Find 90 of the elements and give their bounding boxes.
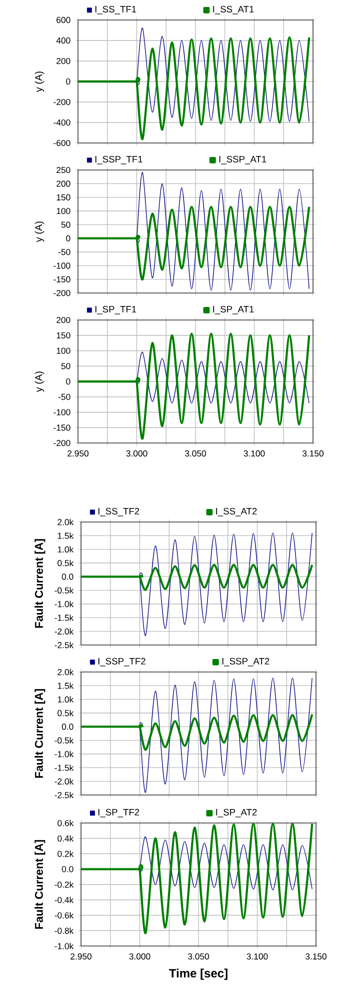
line-series <box>78 332 310 440</box>
y-tick-label: 400 <box>56 37 70 44</box>
legend-label: I_SP_AT2 <box>216 808 257 818</box>
y-tick-label: -2.0k <box>54 778 74 785</box>
y-tick-label: 0 <box>66 78 70 85</box>
y-tick-label: -200 <box>54 98 70 106</box>
y-tick-label: 250 <box>56 166 70 174</box>
y-tick-label: -2.5k <box>54 642 74 648</box>
y-tick-label: -1.0k <box>54 600 74 608</box>
x-tick-label: 3.050 <box>184 450 206 457</box>
y-tick-label: 100 <box>56 348 70 354</box>
y-tick-label: 600 <box>56 16 70 24</box>
y-tick-label: -0.6k <box>54 912 74 918</box>
legend-label: I_SP_TF2 <box>98 808 140 818</box>
y-axis-title: y (A) <box>34 222 44 242</box>
y-tick-label: -1.5k <box>54 764 74 771</box>
x-tick-label: 3.000 <box>129 953 150 960</box>
y-tick-label: 200 <box>56 316 70 324</box>
y-axis-title: Fault Current [A] <box>34 689 46 778</box>
y-tick-label: 0.0 <box>62 574 74 580</box>
y-tick-label: 0.2k <box>58 850 74 857</box>
y-tick-label: 1.5k <box>58 682 74 689</box>
legend-label: I_SSP_TF1 <box>95 156 142 164</box>
legend-label: I_SS_AT1 <box>213 6 254 14</box>
y-tick-label: -100 <box>54 409 70 416</box>
y-tick-label: -50 <box>58 248 70 256</box>
y-tick-label: 200 <box>56 180 70 187</box>
y-tick-label: 1.0k <box>58 696 74 703</box>
line-series <box>81 713 314 751</box>
y-tick-label: 2.0k <box>58 518 74 526</box>
y-tick-label: -50 <box>58 394 70 400</box>
y-tick-label: -2.0k <box>54 628 74 635</box>
y-tick-label: -0.8k <box>54 927 74 934</box>
x-tick-label: 3.150 <box>305 953 326 960</box>
y-tick-label: 150 <box>56 194 70 200</box>
legend-label: I_SSP_AT1 <box>219 156 266 164</box>
line-series <box>78 206 310 280</box>
y-tick-label: 2.0k <box>58 668 74 676</box>
x-axis-title: Time [sec] <box>169 968 228 980</box>
legend-label: I_SS_AT2 <box>216 508 257 516</box>
x-tick-label: 3.150 <box>302 450 324 457</box>
legend-label: I_SS_TF1 <box>95 6 136 14</box>
y-tick-label: 0.5k <box>58 710 74 716</box>
y-tick-label: -200 <box>54 290 70 296</box>
legend-label: I_SP_AT1 <box>213 306 254 314</box>
y-tick-label: -1.0k <box>54 750 74 758</box>
line-series <box>81 564 314 591</box>
x-tick-label: 3.050 <box>188 953 209 960</box>
y-axis-title: Fault Current [A] <box>34 539 46 628</box>
y-tick-label: -1.5k <box>54 614 74 621</box>
y-tick-label: 50 <box>61 363 70 370</box>
y-tick-label: 0 <box>66 378 70 385</box>
x-tick-label: 3.100 <box>244 450 265 457</box>
y-tick-label: -100 <box>54 262 70 269</box>
y-tick-label: 0.5k <box>58 560 74 566</box>
x-tick-label: 3.100 <box>246 953 268 960</box>
y-axis-title: y (A) <box>34 372 44 392</box>
y-tick-label: 0.6k <box>58 820 74 826</box>
x-tick-label: 2.950 <box>70 953 92 960</box>
line-series <box>78 36 310 140</box>
x-tick-label: 3.000 <box>126 450 148 457</box>
y-tick-label: 0.4k <box>58 835 74 842</box>
x-tick-label: 2.950 <box>68 450 88 457</box>
y-tick-label: -150 <box>54 424 70 431</box>
y-tick-label: 200 <box>56 58 70 64</box>
y-tick-label: 0.0 <box>62 724 74 730</box>
y-tick-label: 50 <box>61 222 70 228</box>
y-tick-label: -200 <box>54 440 70 446</box>
y-tick-label: 150 <box>56 332 70 338</box>
y-tick-label: -0.5k <box>54 737 74 744</box>
y-tick-label: -0.4k <box>54 896 74 904</box>
legend-label: I_SSP_AT2 <box>222 658 270 666</box>
y-tick-label: -1.0k <box>54 942 74 950</box>
legend-label: I_SSP_TF2 <box>98 658 146 666</box>
y-axis-title: y (A) <box>34 72 44 92</box>
line-series <box>81 823 314 934</box>
y-tick-label: 1.0k <box>58 546 74 553</box>
y-tick-label: 0 <box>66 235 70 242</box>
legend-label: I_SP_TF1 <box>95 306 136 314</box>
y-tick-label: -600 <box>54 140 70 146</box>
y-tick-label: 1.5k <box>58 532 74 539</box>
y-tick-label: -400 <box>54 119 70 126</box>
y-tick-label: -2.5k <box>54 792 74 798</box>
y-tick-label: 100 <box>56 208 70 214</box>
y-tick-label: -150 <box>54 276 70 282</box>
y-tick-label: -0.2k <box>54 881 74 888</box>
y-axis-title: Fault Current [A] <box>34 840 46 929</box>
y-tick-label: -0.5k <box>54 587 74 594</box>
legend-label: I_SS_TF2 <box>98 508 140 516</box>
y-tick-label: 0.0 <box>62 866 74 872</box>
